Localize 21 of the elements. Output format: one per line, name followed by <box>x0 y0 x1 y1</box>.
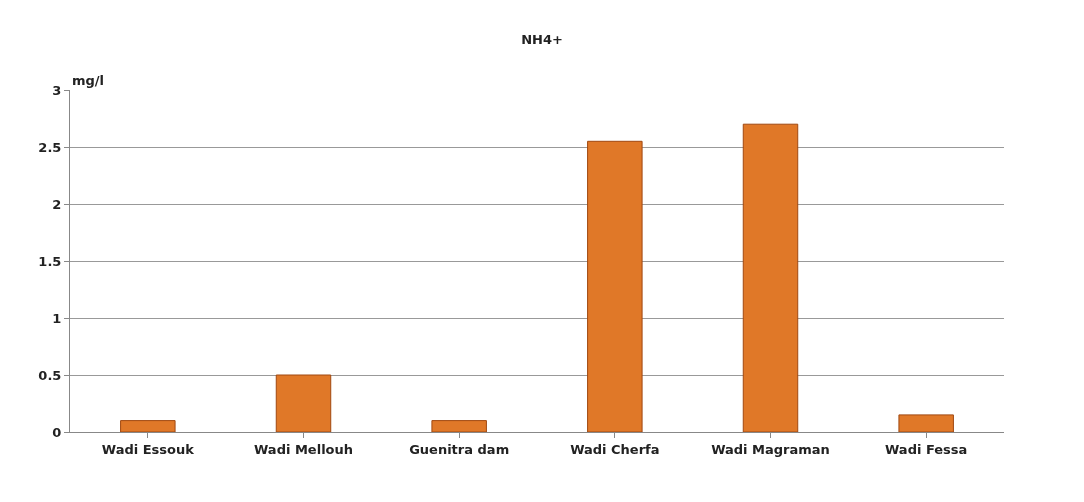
x-tick-label: Wadi Essouk <box>101 441 195 457</box>
y-tick-label: 1 <box>52 310 62 326</box>
x-tick-label: Wadi Mellouh <box>253 441 354 457</box>
x-tick-label: Guenitra dam <box>409 441 510 457</box>
x-tick-label: Wadi Fessa <box>884 441 968 457</box>
y-tick-label: 2 <box>52 196 62 212</box>
bar <box>120 420 176 432</box>
bar <box>898 414 954 432</box>
y-tick-label: 2.5 <box>38 139 62 155</box>
y-tick-label: 1.5 <box>38 253 62 269</box>
y-axis-title: mg/l <box>72 73 105 88</box>
bar <box>431 420 487 432</box>
bar <box>275 374 332 432</box>
bar <box>742 123 799 432</box>
y-tick-label: 3 <box>52 82 62 98</box>
bar <box>587 140 643 432</box>
y-tick-label: 0 <box>52 424 62 440</box>
chart-title: NH4+ <box>521 32 563 48</box>
x-tick-label: Wadi Cherfa <box>570 441 660 457</box>
y-tick-label: 0.5 <box>38 367 62 383</box>
x-tick-label: Wadi Magraman <box>711 441 830 457</box>
